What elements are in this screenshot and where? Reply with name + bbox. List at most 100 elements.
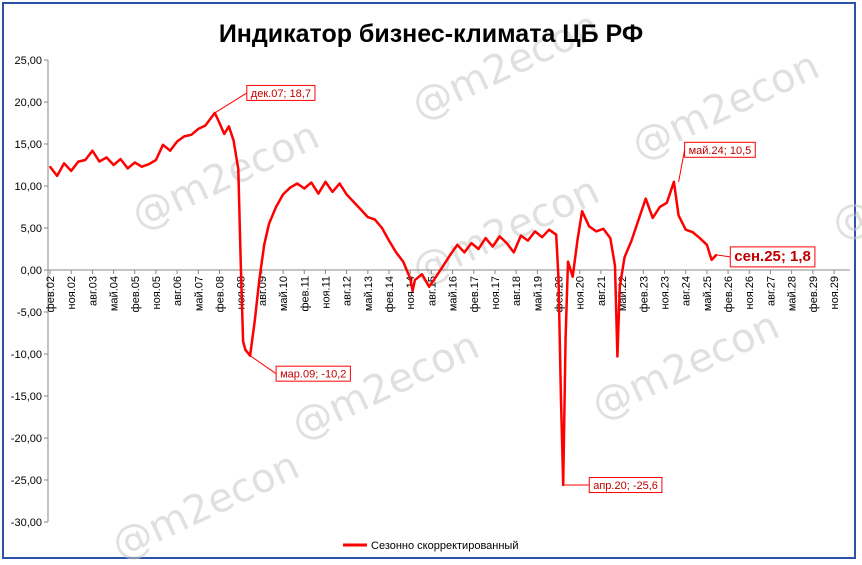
data-label: дек.07; 18,7 [251, 88, 311, 100]
data-point [374, 218, 376, 221]
data-point [519, 234, 522, 237]
data-point [602, 227, 605, 230]
data-point [463, 251, 466, 254]
data-point [359, 208, 362, 211]
x-tick-label: май.19 [532, 276, 544, 311]
data-point [710, 259, 713, 261]
x-tick-label: фев.26 [723, 276, 735, 312]
x-tick-label: ноя.23 [659, 276, 671, 309]
x-tick-label: ноя.11 [320, 276, 332, 309]
data-point [155, 159, 157, 161]
data-point [197, 127, 200, 130]
y-tick-label: -5,00 [17, 307, 42, 319]
data-label: апр.20; -25,6 [593, 480, 658, 492]
data-point [388, 239, 390, 242]
y-tick-label: -30,00 [11, 517, 42, 529]
data-label-box [684, 141, 756, 158]
data-point [637, 218, 640, 221]
y-tick-label: -15,00 [11, 391, 42, 403]
data-point [324, 180, 327, 183]
data-point [651, 217, 654, 219]
y-tick-label: 15,00 [14, 139, 42, 151]
data-point [421, 273, 423, 276]
data-point [456, 243, 459, 246]
data-point [684, 228, 687, 231]
x-axis: фев.02 ноя.02 авг.03 май.04 фев.05 ноя.05 авг.… [45, 269, 850, 312]
data-point [564, 336, 567, 339]
data-point [614, 264, 616, 267]
data-point [183, 135, 186, 138]
x-tick-label: фев.17 [469, 276, 481, 312]
data-point [98, 160, 101, 163]
x-tick-label: авг.18 [511, 276, 523, 306]
data-label: май.24; 10,5 [689, 145, 752, 157]
data-point [77, 160, 80, 163]
data-point [366, 216, 369, 218]
data-point [268, 222, 270, 225]
data-point [303, 187, 306, 190]
watermark-text: @m2econ [285, 322, 486, 449]
series-layer [49, 111, 718, 487]
x-tick-label: фев.08 [215, 276, 227, 312]
data-point [588, 225, 591, 228]
data-point [673, 180, 675, 183]
data-point [442, 264, 445, 267]
watermark-text: @m2econ [405, 167, 606, 294]
data-point [414, 279, 416, 281]
data-point [91, 149, 94, 152]
data-point [169, 149, 171, 152]
x-tick-label: май.16 [448, 276, 460, 311]
data-point [623, 256, 626, 259]
legend: Сезонно скорректированный [343, 540, 518, 552]
data-point [218, 122, 221, 124]
data-label-box [275, 365, 351, 382]
x-tick-label: ноя.17 [490, 276, 502, 309]
data-label-leader [716, 254, 731, 258]
data-point [677, 214, 680, 217]
data-point [126, 167, 129, 170]
y-tick-label: -10,00 [11, 349, 42, 361]
data-point [204, 124, 207, 127]
y-tick-label: -25,00 [11, 475, 42, 487]
data-point [263, 243, 266, 246]
data-point [435, 275, 438, 278]
data-point [402, 260, 405, 263]
data-point [381, 227, 383, 229]
data-point [665, 201, 668, 204]
x-tick-label: авг.27 [765, 276, 777, 306]
data-point [253, 319, 256, 322]
x-tick-label: фев.14 [384, 276, 396, 312]
data-point [576, 239, 579, 242]
data-point [498, 235, 501, 238]
x-tick-label: авг.15 [426, 276, 438, 306]
y-tick-label: -20,00 [11, 433, 42, 445]
data-point [112, 164, 115, 166]
x-tick-label: авг.21 [596, 276, 608, 306]
data-point [232, 139, 235, 142]
data-point [581, 210, 583, 213]
x-tick-label: авг.24 [681, 276, 693, 306]
data-point [705, 243, 708, 246]
x-tick-label: ноя.05 [151, 276, 163, 309]
data-label-leader [214, 92, 248, 114]
data-point [541, 236, 543, 239]
data-point [616, 355, 619, 358]
x-tick-label: май.04 [109, 276, 121, 311]
x-tick-label: авг.03 [87, 276, 99, 306]
y-tick-label: 25,00 [14, 55, 42, 67]
data-point [644, 197, 647, 200]
data-point [484, 237, 487, 239]
data-point [658, 206, 661, 208]
data-point [239, 260, 242, 263]
data-point [317, 192, 320, 195]
data-point [411, 290, 414, 292]
annotations-layer: дек.07; 18,7 мар.09; -10,2 апр.20; -25,6 ма… [214, 84, 816, 494]
x-tick-label: авг.12 [342, 276, 354, 306]
data-point [571, 275, 574, 278]
watermark-text: @m2econ [825, 122, 862, 249]
data-point [352, 201, 355, 203]
data-point [527, 239, 529, 242]
x-tick-label: май.28 [787, 276, 799, 311]
watermark-text: @m2econ [585, 302, 786, 429]
